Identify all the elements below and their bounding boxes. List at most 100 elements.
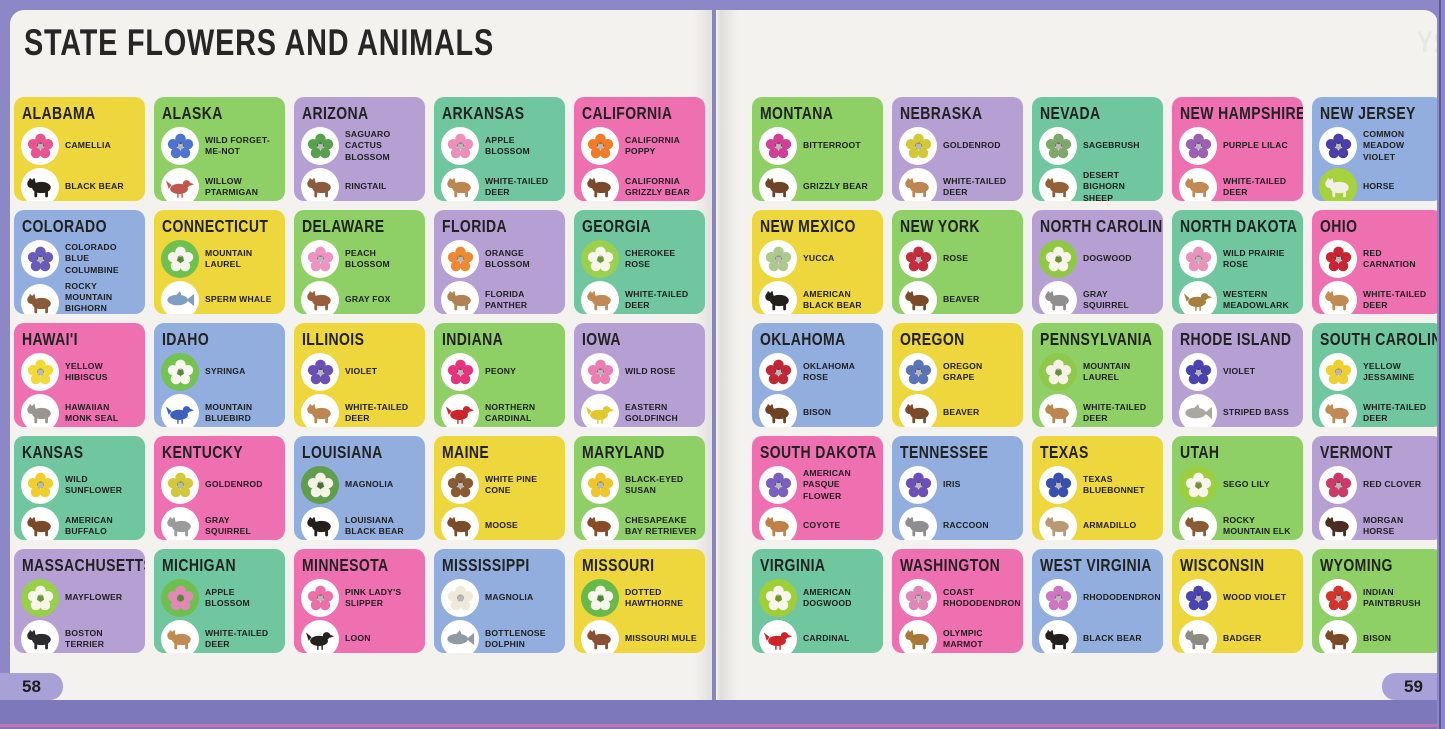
- state-flower-row: TEXAS BLUEBONNET: [1039, 466, 1156, 504]
- animal-label: GRAY FOX: [345, 294, 391, 305]
- state-animal-row: WHITE-TAILED DEER: [441, 168, 558, 201]
- state-name: DELAWARE: [302, 216, 385, 236]
- wild-sunflower-flower-icon: [21, 466, 59, 504]
- animal-label: WHITE-TAILED DEER: [943, 175, 1007, 197]
- state-card-oklahoma: OKLAHOMA OKLAHOMA ROSE BISON: [752, 323, 883, 427]
- state-animal-row: RINGTAIL: [301, 168, 418, 201]
- white-tailed-deer-icon: [1319, 281, 1357, 314]
- animal-label: STRIPED BASS: [1223, 407, 1289, 418]
- oklahoma-rose-flower-icon: [759, 353, 797, 391]
- state-name: WASHINGTON: [900, 555, 1001, 575]
- state-name: CONNECTICUT: [162, 216, 269, 236]
- state-flower-row: AMERICAN PASQUE FLOWER: [759, 466, 876, 504]
- peach-blossom-flower-icon: [301, 240, 339, 278]
- animal-label: HORSE: [1363, 181, 1395, 192]
- flower-label: RED CARNATION: [1363, 247, 1416, 269]
- state-animal-row: MOUNTAIN BLUEBIRD: [161, 394, 278, 427]
- state-flower-row: PURPLE LILAC: [1179, 127, 1296, 165]
- horse-icon: [1319, 168, 1357, 201]
- page-number-left: 58: [0, 673, 63, 700]
- state-animal-row: CHESAPEAKE BAY RETRIEVER: [581, 507, 698, 540]
- state-name: WYOMING: [1320, 555, 1393, 575]
- state-flower-row: RHODODENDRON: [1039, 579, 1161, 617]
- black-bear-icon: [301, 507, 339, 540]
- state-card-tennessee: TENNESSEE IRIS RACCOON: [892, 436, 1023, 540]
- state-animal-row: WHITE-TAILED DEER: [1179, 168, 1296, 201]
- apple-blossom-flower-icon: [161, 579, 199, 617]
- state-flower-row: APPLE BLOSSOM: [441, 127, 558, 165]
- state-animal-row: COYOTE: [759, 507, 876, 540]
- state-name: IDAHO: [162, 329, 210, 349]
- state-name: MASSACHUSETTS: [22, 555, 145, 575]
- texas-bluebonnet-flower-icon: [1039, 466, 1077, 504]
- animal-label: WESTERN MEADOWLARK: [1223, 288, 1289, 310]
- state-name: UTAH: [1180, 442, 1220, 462]
- rocky-mountain-elk-icon: [1179, 507, 1217, 540]
- state-animal-row: ARMADILLO: [1039, 507, 1156, 540]
- rhododendron-flower-icon: [1039, 579, 1077, 617]
- state-flower-row: MAYFLOWER: [21, 579, 138, 617]
- state-animal-row: BEAVER: [899, 281, 1016, 314]
- animal-label: ROCKY MOUNTAIN ELK: [1223, 514, 1291, 536]
- white-tailed-deer-icon: [1039, 394, 1077, 427]
- state-flower-row: RED CARNATION: [1319, 240, 1436, 278]
- state-card-washington: WASHINGTON COAST RHODODENDRON OLYMPIC MA…: [892, 549, 1023, 653]
- purple-lilac-flower-icon: [1179, 127, 1217, 165]
- mountain-laurel-flower-icon: [161, 240, 199, 278]
- wood-violet-flower-icon: [1179, 579, 1217, 617]
- black-bear-icon: [1039, 620, 1077, 653]
- flower-label: MAYFLOWER: [65, 592, 123, 603]
- state-name: MISSISSIPPI: [442, 555, 530, 575]
- state-flower-row: WILD ROSE: [581, 353, 698, 391]
- animal-label: COYOTE: [803, 520, 841, 531]
- state-flower-row: VIOLET: [1179, 353, 1296, 391]
- armadillo-icon: [1039, 507, 1077, 540]
- beaver-icon: [899, 394, 937, 427]
- flower-label: YUCCA: [803, 253, 835, 264]
- state-name: MAINE: [442, 442, 490, 462]
- state-flower-row: VIOLET: [301, 353, 418, 391]
- flower-label: MAGNOLIA: [485, 592, 534, 603]
- state-name: LOUISIANA: [302, 442, 383, 462]
- state-name: NORTH CAROLINA: [1040, 216, 1163, 236]
- mountain-bluebird-icon: [161, 394, 199, 427]
- state-flower-row: SAGUARO CACTUS BLOSSOM: [301, 127, 418, 165]
- state-name: CALIFORNIA: [582, 103, 673, 123]
- state-flower-row: SEGO LILY: [1179, 466, 1296, 504]
- american-dogwood-flower-icon: [759, 579, 797, 617]
- state-card-indiana: INDIANA PEONY NORTHERN CARDINAL: [434, 323, 565, 427]
- state-flower-row: CALIFORNIA POPPY: [581, 127, 698, 165]
- state-animal-row: WESTERN MEADOWLARK: [1179, 281, 1296, 314]
- state-animal-row: WILLOW PTARMIGAN: [161, 168, 278, 201]
- flower-label: COAST RHODODENDRON: [943, 586, 1021, 608]
- coyote-icon: [759, 507, 797, 540]
- state-flower-row: DOTTED HAWTHORNE: [581, 579, 698, 617]
- animal-label: WHITE-TAILED DEER: [485, 175, 549, 197]
- state-animal-row: HAWAIIAN MONK SEAL: [21, 394, 138, 427]
- animal-label: NORTHERN CARDINAL: [485, 401, 536, 423]
- state-card-iowa: IOWA WILD ROSE EASTERN GOLDFINCH: [574, 323, 705, 427]
- flower-label: PEACH BLOSSOM: [345, 247, 390, 269]
- state-name: NEVADA: [1040, 103, 1101, 123]
- state-card-alabama: ALABAMA CAMELLIA BLACK BEAR: [14, 97, 145, 201]
- state-animal-row: LOUISIANA BLACK BEAR: [301, 507, 418, 540]
- flower-label: GOLDENROD: [943, 140, 1001, 151]
- state-card-new-hampshire: NEW HAMPSHIRE PURPLE LILAC WHITE-TAILED …: [1172, 97, 1303, 201]
- mayflower-flower-icon: [21, 579, 59, 617]
- flower-label: ROSE: [943, 253, 969, 264]
- state-flower-row: WILD SUNFLOWER: [21, 466, 138, 504]
- state-animal-row: WHITE-TAILED DEER: [1319, 281, 1436, 314]
- animal-label: CALIFORNIA GRIZZLY BEAR: [625, 175, 690, 197]
- state-animal-row: MORGAN HORSE: [1319, 507, 1436, 540]
- state-flower-row: OREGON GRAPE: [899, 353, 1016, 391]
- white-tailed-deer-icon: [1319, 394, 1357, 427]
- state-name: VERMONT: [1320, 442, 1393, 462]
- state-animal-row: CARDINAL: [759, 620, 876, 653]
- state-flower-row: COAST RHODODENDRON: [899, 579, 1021, 617]
- flower-label: WILD FORGET-ME-NOT: [205, 134, 270, 156]
- violet-flower-icon: [1179, 353, 1217, 391]
- state-flower-row: RED CLOVER: [1319, 466, 1436, 504]
- state-flower-row: YUCCA: [759, 240, 876, 278]
- oregon-grape-flower-icon: [899, 353, 937, 391]
- apple-blossom-flower-icon: [441, 127, 479, 165]
